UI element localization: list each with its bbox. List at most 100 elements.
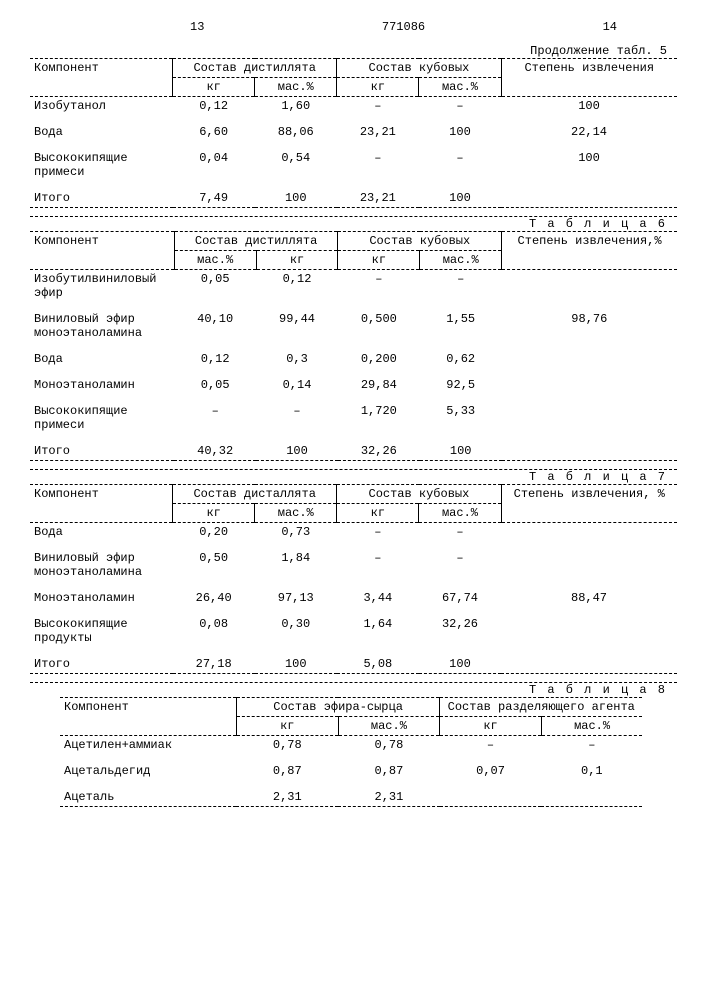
cell: 7,49	[173, 189, 255, 208]
sub-mas: мас.%	[541, 717, 642, 736]
cell: 1,55	[420, 310, 502, 342]
cell: 6,60	[173, 123, 255, 141]
sub-mas: мас.%	[419, 78, 501, 97]
cell: 0,200	[338, 350, 420, 368]
cell: 0,14	[256, 376, 338, 394]
cell: 98,76	[502, 310, 677, 342]
col-extraction: Степень извлечения,%	[502, 232, 677, 270]
cell: Моноэтаноламин	[30, 589, 173, 607]
table8-label: Т а б л и ц а 8	[30, 682, 677, 697]
col-component: Компонент	[30, 485, 173, 523]
cell: Высококипящие примеси	[30, 149, 173, 181]
col-cube: Состав кубовых	[337, 485, 501, 504]
cell: 32,26	[338, 442, 420, 461]
table-row: Виниловый эфир моноэтаноламина40,1099,44…	[30, 310, 677, 342]
table7-body: Вода0,200,73––Виниловый эфир моноэтанола…	[30, 523, 677, 674]
cell: 0,30	[255, 615, 337, 647]
table-row: Ацеталь2,312,31	[60, 788, 642, 807]
cell: –	[337, 549, 419, 581]
cell: 88,06	[255, 123, 337, 141]
sub-kg: кг	[236, 717, 338, 736]
sub-mas: мас.%	[419, 504, 501, 523]
cell	[502, 350, 677, 368]
cell	[502, 270, 677, 303]
col-component: Компонент	[30, 59, 173, 97]
cell: 3,44	[337, 589, 419, 607]
cell: 0,1	[541, 762, 642, 780]
sub-kg: кг	[337, 78, 419, 97]
cell: –	[174, 402, 256, 434]
table-row: Высококипящие примеси––1,7205,33	[30, 402, 677, 434]
col-distillate: Состав дистиллята	[173, 59, 337, 78]
col-component: Компонент	[60, 698, 236, 736]
col-ether: Состав эфира-сырца	[236, 698, 439, 717]
cell: –	[338, 270, 420, 303]
cell	[502, 402, 677, 434]
cell: 0,05	[174, 376, 256, 394]
col-distillate: Состав дисталлята	[173, 485, 337, 504]
cell: 100	[256, 442, 338, 461]
table-row: Высококипящие примеси0,040,54––100	[30, 149, 677, 181]
cell: 40,10	[174, 310, 256, 342]
sub-mas: мас.%	[420, 251, 502, 270]
cell: –	[440, 736, 542, 755]
cell: 0,78	[236, 736, 338, 755]
cell: 0,08	[173, 615, 255, 647]
cell: 0,20	[173, 523, 255, 542]
cell: –	[419, 549, 501, 581]
doc-number: 771086	[382, 20, 425, 34]
cell: Изобутилвиниловый эфир	[30, 270, 174, 303]
cell	[440, 788, 542, 807]
cell: 1,720	[338, 402, 420, 434]
table-row: Ацетальдегид0,870,870,070,1	[60, 762, 642, 780]
cell: 67,74	[419, 589, 501, 607]
cell: –	[419, 97, 501, 116]
cell	[501, 655, 677, 674]
sub-mas: мас.%	[174, 251, 256, 270]
cell: Виниловый эфир моноэтаноламина	[30, 310, 174, 342]
cell: 1,84	[255, 549, 337, 581]
cell: 2,31	[236, 788, 338, 807]
cell: 23,21	[337, 189, 419, 208]
page-num-left: 13	[190, 20, 204, 34]
cell: 100	[255, 655, 337, 674]
col-cube: Состав кубовых	[338, 232, 502, 251]
cell: 0,87	[338, 762, 440, 780]
cell: 0,05	[174, 270, 256, 303]
cell	[502, 376, 677, 394]
page-header: 13 771086 14	[30, 20, 677, 44]
cell: Ацетальдегид	[60, 762, 236, 780]
cell: –	[337, 97, 419, 116]
cell: 40,32	[174, 442, 256, 461]
cell: 26,40	[173, 589, 255, 607]
table5-body: Изобутанол0,121,60––100Вода6,6088,0623,2…	[30, 97, 677, 208]
cell: 32,26	[419, 615, 501, 647]
table7: Компонент Состав дисталлята Состав кубов…	[30, 484, 677, 674]
sub-mas: мас.%	[338, 717, 440, 736]
cell	[501, 549, 677, 581]
cell: 29,84	[338, 376, 420, 394]
cell: 0,12	[256, 270, 338, 303]
sub-mas: мас.%	[255, 504, 337, 523]
table5: Компонент Состав дистиллята Состав кубов…	[30, 58, 677, 208]
cell: 0,78	[338, 736, 440, 755]
table-row: Итого7,4910023,21100	[30, 189, 677, 208]
cell	[501, 189, 677, 208]
sub-kg: кг	[173, 504, 255, 523]
cell: Вода	[30, 123, 173, 141]
table-row: Вода0,200,73––	[30, 523, 677, 542]
cell	[541, 788, 642, 807]
sub-kg: кг	[256, 251, 338, 270]
table-row: Ацетилен+аммиак0,780,78––	[60, 736, 642, 755]
cell: –	[419, 523, 501, 542]
cell: 100	[420, 442, 502, 461]
cell: 27,18	[173, 655, 255, 674]
col-cube: Состав кубовых	[337, 59, 501, 78]
col-distillate: Состав дистиллята	[174, 232, 338, 251]
table-row: Итого27,181005,08100	[30, 655, 677, 674]
table-row: Моноэтаноламин26,4097,133,4467,7488,47	[30, 589, 677, 607]
cell: Ацеталь	[60, 788, 236, 807]
sub-kg: кг	[337, 504, 419, 523]
cell: 0,3	[256, 350, 338, 368]
cell: 23,21	[337, 123, 419, 141]
